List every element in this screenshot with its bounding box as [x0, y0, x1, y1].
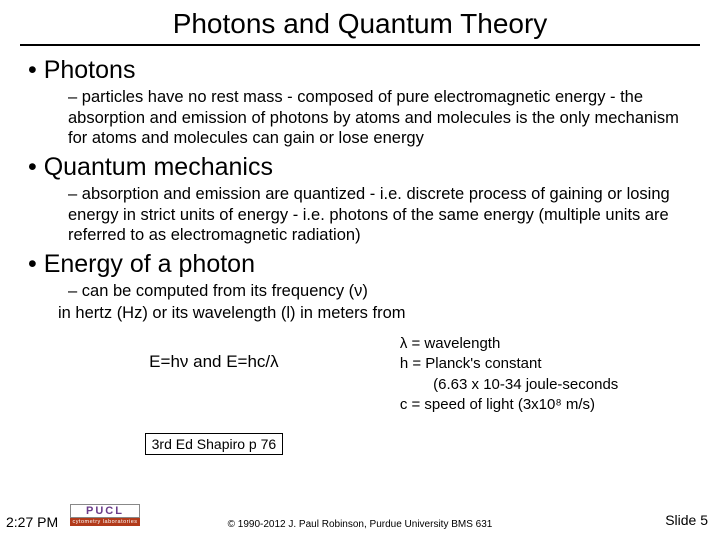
- legend-planck-value: (6.63 x 10-34 joule-seconds: [400, 375, 692, 395]
- heading-energy: Energy of a photon: [28, 250, 692, 279]
- legend: λ = wavelength h = Planck's constant (6.…: [400, 334, 692, 415]
- legend-speed: c = speed of light (3x10⁸ m/s): [400, 395, 692, 415]
- energy-line1: can be computed from its frequency (ν): [68, 281, 692, 302]
- footer-copyright: © 1990-2012 J. Paul Robinson, Purdue Uni…: [0, 519, 720, 530]
- slide-content: Photons particles have no rest mass - co…: [0, 46, 720, 455]
- heading-photons: Photons: [28, 56, 692, 85]
- equation: E=hν and E=hc/λ: [28, 334, 400, 372]
- body-photons: particles have no rest mass - composed o…: [68, 87, 692, 149]
- slide: Photons and Quantum Theory Photons parti…: [0, 0, 720, 540]
- slide-title: Photons and Quantum Theory: [20, 0, 700, 46]
- body-quantum: absorption and emission are quantized - …: [68, 184, 692, 246]
- reference-box: 3rd Ed Shapiro p 76: [145, 433, 284, 455]
- heading-quantum: Quantum mechanics: [28, 153, 692, 182]
- reference-wrap: 3rd Ed Shapiro p 76: [28, 415, 400, 455]
- legend-lambda: λ = wavelength: [400, 334, 692, 354]
- legend-planck: h = Planck's constant: [400, 354, 692, 374]
- equation-row: E=hν and E=hc/λ λ = wavelength h = Planc…: [28, 334, 692, 415]
- logo-top: PUCL: [70, 504, 140, 518]
- footer-slide-number: Slide 5: [665, 512, 708, 528]
- energy-line2: in hertz (Hz) or its wavelength (l) in m…: [58, 303, 692, 324]
- footer: 2:27 PM PUCL cytometry laboratories © 19…: [0, 504, 720, 534]
